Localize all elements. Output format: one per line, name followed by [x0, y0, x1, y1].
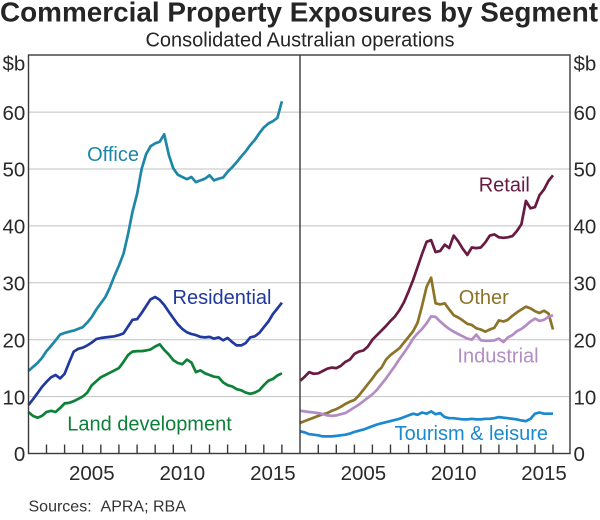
svg-text:40: 40 — [574, 216, 597, 239]
svg-text:60: 60 — [2, 102, 25, 125]
svg-text:10: 10 — [2, 386, 25, 409]
svg-text:50: 50 — [574, 159, 597, 182]
svg-text:2010: 2010 — [431, 462, 477, 485]
svg-text:Sources: APRA; RBA: Sources: APRA; RBA — [29, 498, 187, 515]
svg-text:2005: 2005 — [341, 462, 387, 485]
svg-text:Residential: Residential — [173, 287, 272, 309]
svg-text:40: 40 — [2, 216, 25, 239]
svg-text:2005: 2005 — [69, 462, 115, 485]
svg-text:2015: 2015 — [521, 462, 567, 485]
svg-text:Retail: Retail — [479, 175, 530, 197]
svg-text:50: 50 — [2, 159, 25, 182]
svg-text:Tourism & leisure: Tourism & leisure — [395, 423, 548, 445]
svg-text:20: 20 — [2, 329, 25, 352]
svg-text:Consolidated Australian operat: Consolidated Australian operations — [145, 30, 454, 52]
svg-text:2010: 2010 — [159, 462, 205, 485]
svg-text:0: 0 — [574, 443, 585, 466]
svg-text:0: 0 — [14, 443, 25, 466]
svg-text:$b: $b — [2, 53, 25, 76]
svg-text:10: 10 — [574, 386, 597, 409]
svg-text:20: 20 — [574, 329, 597, 352]
svg-text:30: 30 — [574, 273, 597, 296]
svg-text:$b: $b — [574, 53, 597, 76]
svg-text:60: 60 — [574, 102, 597, 125]
svg-text:Commercial Property Exposures: Commercial Property Exposures by Segment — [0, 0, 598, 28]
svg-text:Industrial: Industrial — [457, 346, 538, 368]
svg-text:Other: Other — [459, 287, 509, 309]
svg-text:Land development: Land development — [67, 413, 232, 435]
svg-text:30: 30 — [2, 273, 25, 296]
svg-text:2015: 2015 — [250, 462, 296, 485]
svg-text:Office: Office — [87, 144, 139, 166]
